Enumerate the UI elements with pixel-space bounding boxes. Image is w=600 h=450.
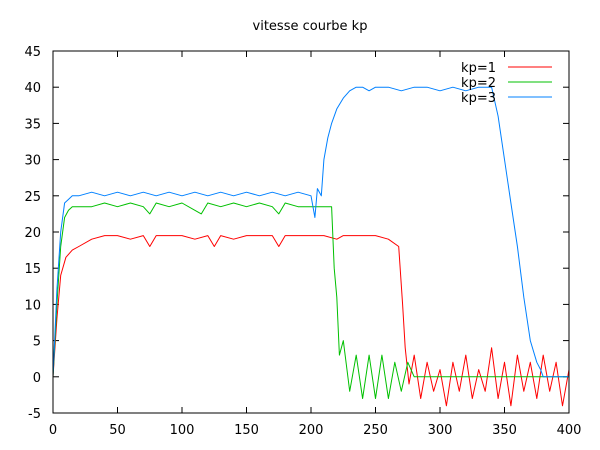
series-line-kp-2	[52, 202, 569, 399]
y-tick-label: 15	[24, 262, 41, 277]
y-tick-label: -5	[28, 407, 41, 422]
chart-title: vitesse courbe kp	[253, 19, 368, 34]
legend-label: kp=2	[461, 76, 496, 91]
y-tick-label: 25	[24, 190, 41, 205]
x-tick-label: 150	[234, 423, 259, 438]
y-tick-label: 10	[24, 298, 41, 313]
series-lines	[52, 86, 570, 407]
x-tick-label: 400	[557, 423, 582, 438]
x-tick-label: 0	[49, 423, 57, 438]
y-tick-label: 30	[24, 154, 41, 169]
legend-label: kp=1	[461, 61, 496, 76]
y-tick-label: 5	[33, 335, 41, 350]
x-tick-label: 100	[170, 423, 195, 438]
axis-ticks: 0 50 100 150 200 250 300 350 400 -5 0 5 10 15 20 25 30 35…	[24, 45, 581, 438]
x-tick-label: 300	[428, 423, 453, 438]
legend-label: kp=3	[461, 91, 496, 106]
y-tick-label: 20	[24, 226, 41, 241]
x-tick-label: 200	[299, 423, 324, 438]
x-tick-label: 350	[492, 423, 517, 438]
y-tick-label: 0	[33, 371, 41, 386]
series-line-kp-1	[52, 235, 570, 407]
x-tick-label: 250	[363, 423, 388, 438]
plot-frame	[52, 50, 570, 414]
series-line-kp-3	[52, 86, 569, 378]
y-tick-label: 35	[24, 117, 41, 132]
y-tick-label: 40	[24, 81, 41, 96]
x-tick-label: 50	[109, 423, 126, 438]
legend: kp=1kp=2kp=3	[461, 61, 552, 106]
y-tick-label: 45	[24, 45, 41, 60]
